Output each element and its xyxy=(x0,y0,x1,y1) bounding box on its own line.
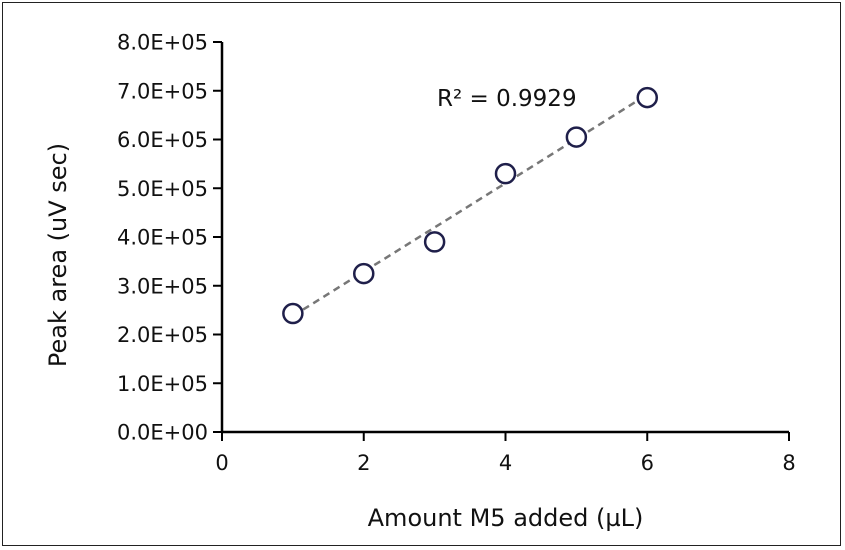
y-tick-label: 8.0E+05 xyxy=(117,31,208,55)
y-tick-label: 3.0E+05 xyxy=(117,274,208,298)
x-tick-label: 6 xyxy=(641,451,654,475)
data-point xyxy=(423,231,446,253)
data-point xyxy=(353,262,375,285)
data-point xyxy=(282,302,304,325)
x-tick-label: 2 xyxy=(357,451,370,475)
data-point-layer xyxy=(282,86,658,325)
y-axis-title: Peak area (uV sec) xyxy=(44,143,72,367)
x-tick-label: 8 xyxy=(782,451,795,475)
data-point xyxy=(494,162,517,185)
trendline xyxy=(292,93,648,318)
y-tick-label: 0.0E+00 xyxy=(117,421,208,445)
y-tick-label: 6.0E+05 xyxy=(117,128,208,152)
y-tick-label: 7.0E+05 xyxy=(117,79,208,103)
y-tick-label: 5.0E+05 xyxy=(117,177,208,201)
data-point xyxy=(636,86,658,109)
data-point xyxy=(565,126,588,148)
y-tick-label: 1.0E+05 xyxy=(117,372,208,396)
r-squared-annotation: R² = 0.9929 xyxy=(437,86,577,112)
tick-layer: 0.0E+00 1.0E+05 2.0E+05 3.0E+05 4.0E+05 5.0E+… xyxy=(117,31,796,476)
x-tick-label: 0 xyxy=(215,451,228,475)
x-axis-title: Amount M5 added (µL) xyxy=(368,504,644,532)
y-tick-label: 4.0E+05 xyxy=(117,226,208,250)
trendline-layer xyxy=(292,93,648,318)
x-tick-label: 4 xyxy=(499,451,512,475)
y-tick-label: 2.0E+05 xyxy=(117,323,208,347)
